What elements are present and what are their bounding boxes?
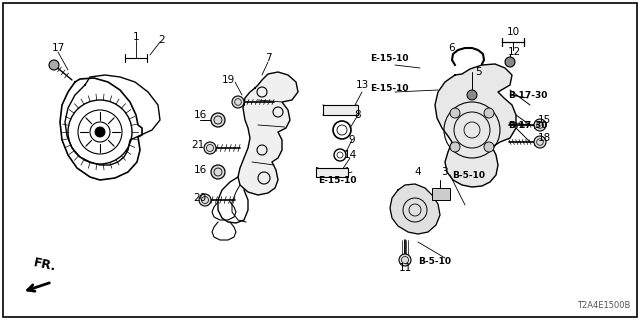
Text: 1: 1: [132, 32, 140, 42]
Text: 16: 16: [193, 110, 207, 120]
Text: 15: 15: [538, 115, 550, 125]
Circle shape: [211, 165, 225, 179]
Polygon shape: [323, 105, 358, 115]
Text: 2: 2: [159, 35, 165, 45]
Text: 16: 16: [193, 165, 207, 175]
Text: FR.: FR.: [33, 256, 58, 274]
Circle shape: [399, 254, 411, 266]
Circle shape: [467, 90, 477, 100]
Text: E-15-10: E-15-10: [318, 175, 356, 185]
Circle shape: [95, 127, 105, 137]
Text: E-15-10: E-15-10: [370, 84, 408, 92]
Text: 4: 4: [415, 167, 421, 177]
Polygon shape: [390, 184, 440, 234]
Circle shape: [505, 57, 515, 67]
Circle shape: [534, 119, 546, 131]
Text: 7: 7: [265, 53, 271, 63]
Polygon shape: [238, 72, 298, 195]
Text: B-17-30: B-17-30: [508, 121, 547, 130]
Circle shape: [204, 142, 216, 154]
Circle shape: [450, 142, 460, 152]
Polygon shape: [316, 167, 348, 177]
Text: 6: 6: [449, 43, 455, 53]
Text: 18: 18: [538, 133, 550, 143]
Circle shape: [49, 60, 59, 70]
Text: 3: 3: [441, 167, 447, 177]
Text: 21: 21: [191, 140, 205, 150]
Text: 20: 20: [193, 193, 207, 203]
Text: E-15-10: E-15-10: [370, 53, 408, 62]
Text: 17: 17: [51, 43, 65, 53]
Circle shape: [534, 136, 546, 148]
Text: 13: 13: [355, 80, 369, 90]
Circle shape: [484, 108, 494, 118]
Text: 9: 9: [349, 135, 355, 145]
Text: T2A4E1500B: T2A4E1500B: [577, 301, 630, 310]
Text: 19: 19: [221, 75, 235, 85]
Circle shape: [232, 96, 244, 108]
Polygon shape: [435, 64, 516, 187]
Bar: [432, 188, 450, 200]
Text: 10: 10: [506, 27, 520, 37]
Circle shape: [199, 194, 211, 206]
Circle shape: [211, 113, 225, 127]
Text: 5: 5: [475, 67, 481, 77]
Text: B-17-30: B-17-30: [508, 91, 547, 100]
Text: 12: 12: [508, 47, 520, 57]
Circle shape: [484, 142, 494, 152]
Text: B-5-10: B-5-10: [452, 171, 485, 180]
Text: B-5-10: B-5-10: [418, 258, 451, 267]
Text: 8: 8: [355, 110, 362, 120]
Text: 14: 14: [344, 150, 356, 160]
Circle shape: [450, 108, 460, 118]
Text: 11: 11: [398, 263, 412, 273]
